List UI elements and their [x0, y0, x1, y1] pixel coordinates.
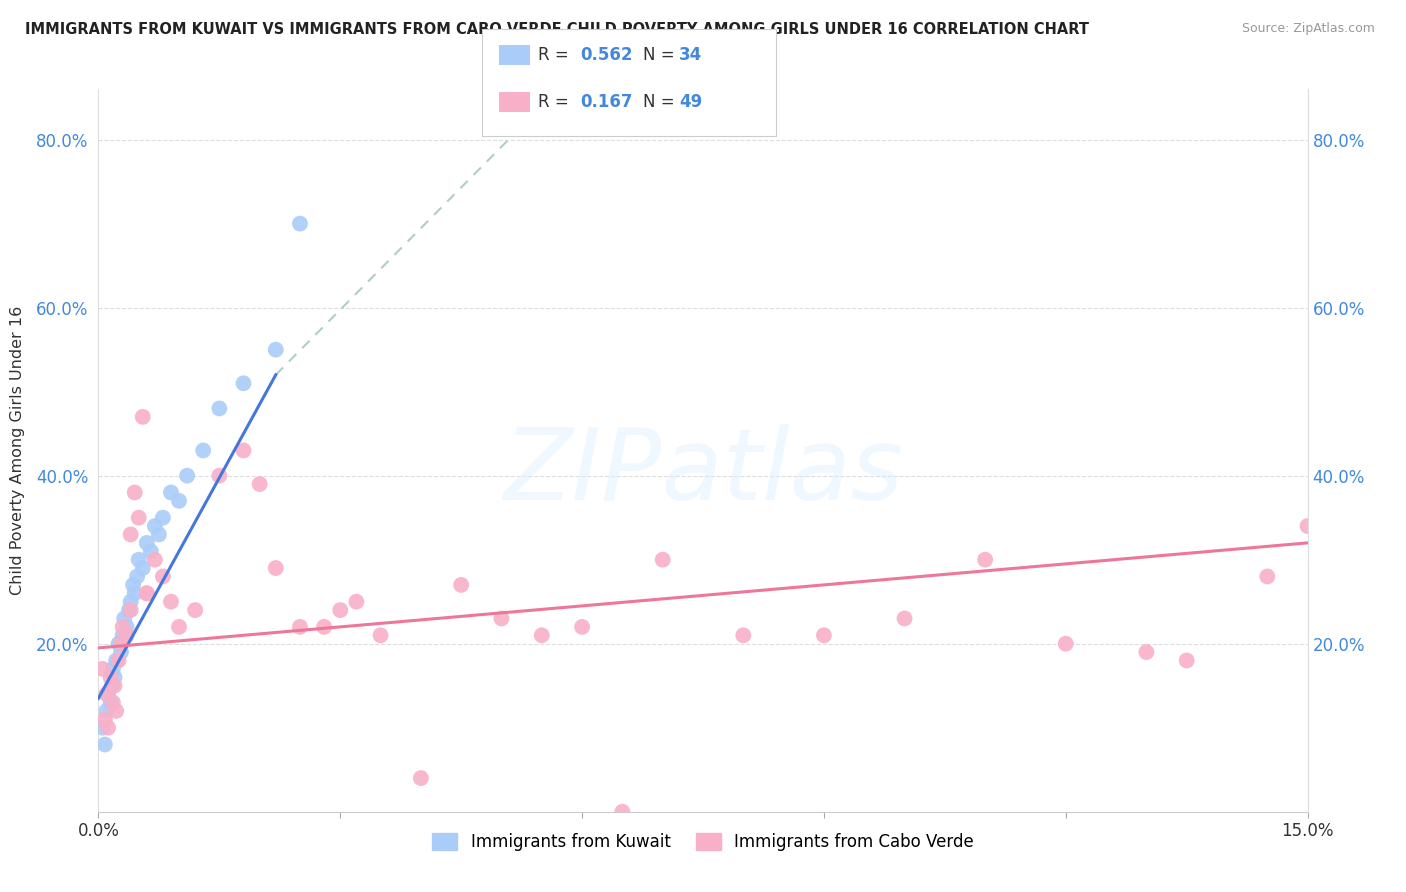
Point: [91, 662, 114, 676]
Point: [103, 670, 125, 684]
Point: [96, 687, 118, 701]
Point: [97, 721, 120, 735]
Point: [143, 552, 166, 566]
Text: N =: N =: [643, 46, 679, 64]
Point: [107, 653, 129, 667]
Point: [329, 603, 352, 617]
Point: [612, 805, 634, 819]
Point: [249, 477, 271, 491]
Point: [100, 696, 122, 710]
Point: [112, 611, 135, 625]
Point: [110, 645, 132, 659]
Point: [208, 468, 231, 483]
Point: [118, 603, 141, 617]
Point: [115, 620, 138, 634]
Point: [232, 443, 254, 458]
Text: Source: ZipAtlas.com: Source: ZipAtlas.com: [1241, 22, 1375, 36]
Text: 0.167: 0.167: [581, 93, 633, 111]
Point: [101, 662, 124, 676]
Point: [111, 628, 134, 642]
Point: [1175, 653, 1198, 667]
Point: [893, 611, 915, 625]
Point: [124, 485, 146, 500]
Point: [370, 628, 392, 642]
Point: [571, 620, 593, 634]
Point: [132, 409, 155, 424]
Point: [813, 628, 835, 642]
Point: [167, 494, 190, 508]
Point: [1135, 645, 1157, 659]
Y-axis label: Child Poverty Among Girls Under 16: Child Poverty Among Girls Under 16: [10, 306, 25, 595]
Point: [208, 401, 231, 416]
Point: [110, 637, 132, 651]
Legend: Immigrants from Kuwait, Immigrants from Cabo Verde: Immigrants from Kuwait, Immigrants from …: [426, 826, 980, 857]
Point: [232, 376, 254, 391]
Point: [127, 569, 149, 583]
Point: [128, 510, 150, 524]
Point: [94, 738, 117, 752]
Text: R =: R =: [538, 46, 575, 64]
Point: [264, 343, 287, 357]
Point: [167, 620, 190, 634]
Point: [101, 696, 124, 710]
Point: [733, 628, 755, 642]
Point: [1054, 637, 1077, 651]
Point: [1256, 569, 1278, 583]
Point: [288, 620, 311, 634]
Point: [111, 620, 134, 634]
Point: [120, 527, 142, 541]
Point: [96, 704, 118, 718]
Text: 34: 34: [679, 46, 703, 64]
Point: [120, 603, 142, 617]
Text: 49: 49: [679, 93, 703, 111]
Point: [491, 611, 513, 625]
Point: [135, 586, 157, 600]
Point: [176, 468, 198, 483]
Point: [148, 527, 170, 541]
Point: [139, 544, 162, 558]
Point: [152, 510, 174, 524]
Point: [450, 578, 472, 592]
Point: [974, 552, 997, 566]
Point: [120, 595, 142, 609]
Point: [101, 679, 124, 693]
Point: [530, 628, 553, 642]
Point: [103, 679, 125, 693]
Text: 0.562: 0.562: [581, 46, 633, 64]
Point: [1296, 519, 1319, 533]
Point: [193, 443, 215, 458]
Point: [105, 653, 128, 667]
Point: [409, 771, 432, 785]
Point: [94, 712, 117, 726]
Point: [100, 670, 122, 684]
Point: [132, 561, 155, 575]
Point: [91, 721, 114, 735]
Point: [288, 217, 311, 231]
Point: [97, 687, 120, 701]
Point: [143, 519, 166, 533]
Point: [105, 704, 128, 718]
Point: [128, 552, 150, 566]
Point: [184, 603, 207, 617]
Point: [124, 586, 146, 600]
Point: [651, 552, 673, 566]
Text: IMMIGRANTS FROM KUWAIT VS IMMIGRANTS FROM CABO VERDE CHILD POVERTY AMONG GIRLS U: IMMIGRANTS FROM KUWAIT VS IMMIGRANTS FRO…: [25, 22, 1090, 37]
Point: [160, 595, 183, 609]
Text: N =: N =: [643, 93, 679, 111]
Point: [122, 578, 145, 592]
Point: [135, 536, 157, 550]
Point: [115, 628, 138, 642]
Text: ZIPatlas: ZIPatlas: [503, 424, 903, 521]
Point: [314, 620, 336, 634]
Point: [344, 595, 367, 609]
Point: [160, 485, 183, 500]
Point: [152, 569, 174, 583]
Text: R =: R =: [538, 93, 575, 111]
Point: [107, 637, 129, 651]
Point: [135, 586, 157, 600]
Point: [264, 561, 287, 575]
